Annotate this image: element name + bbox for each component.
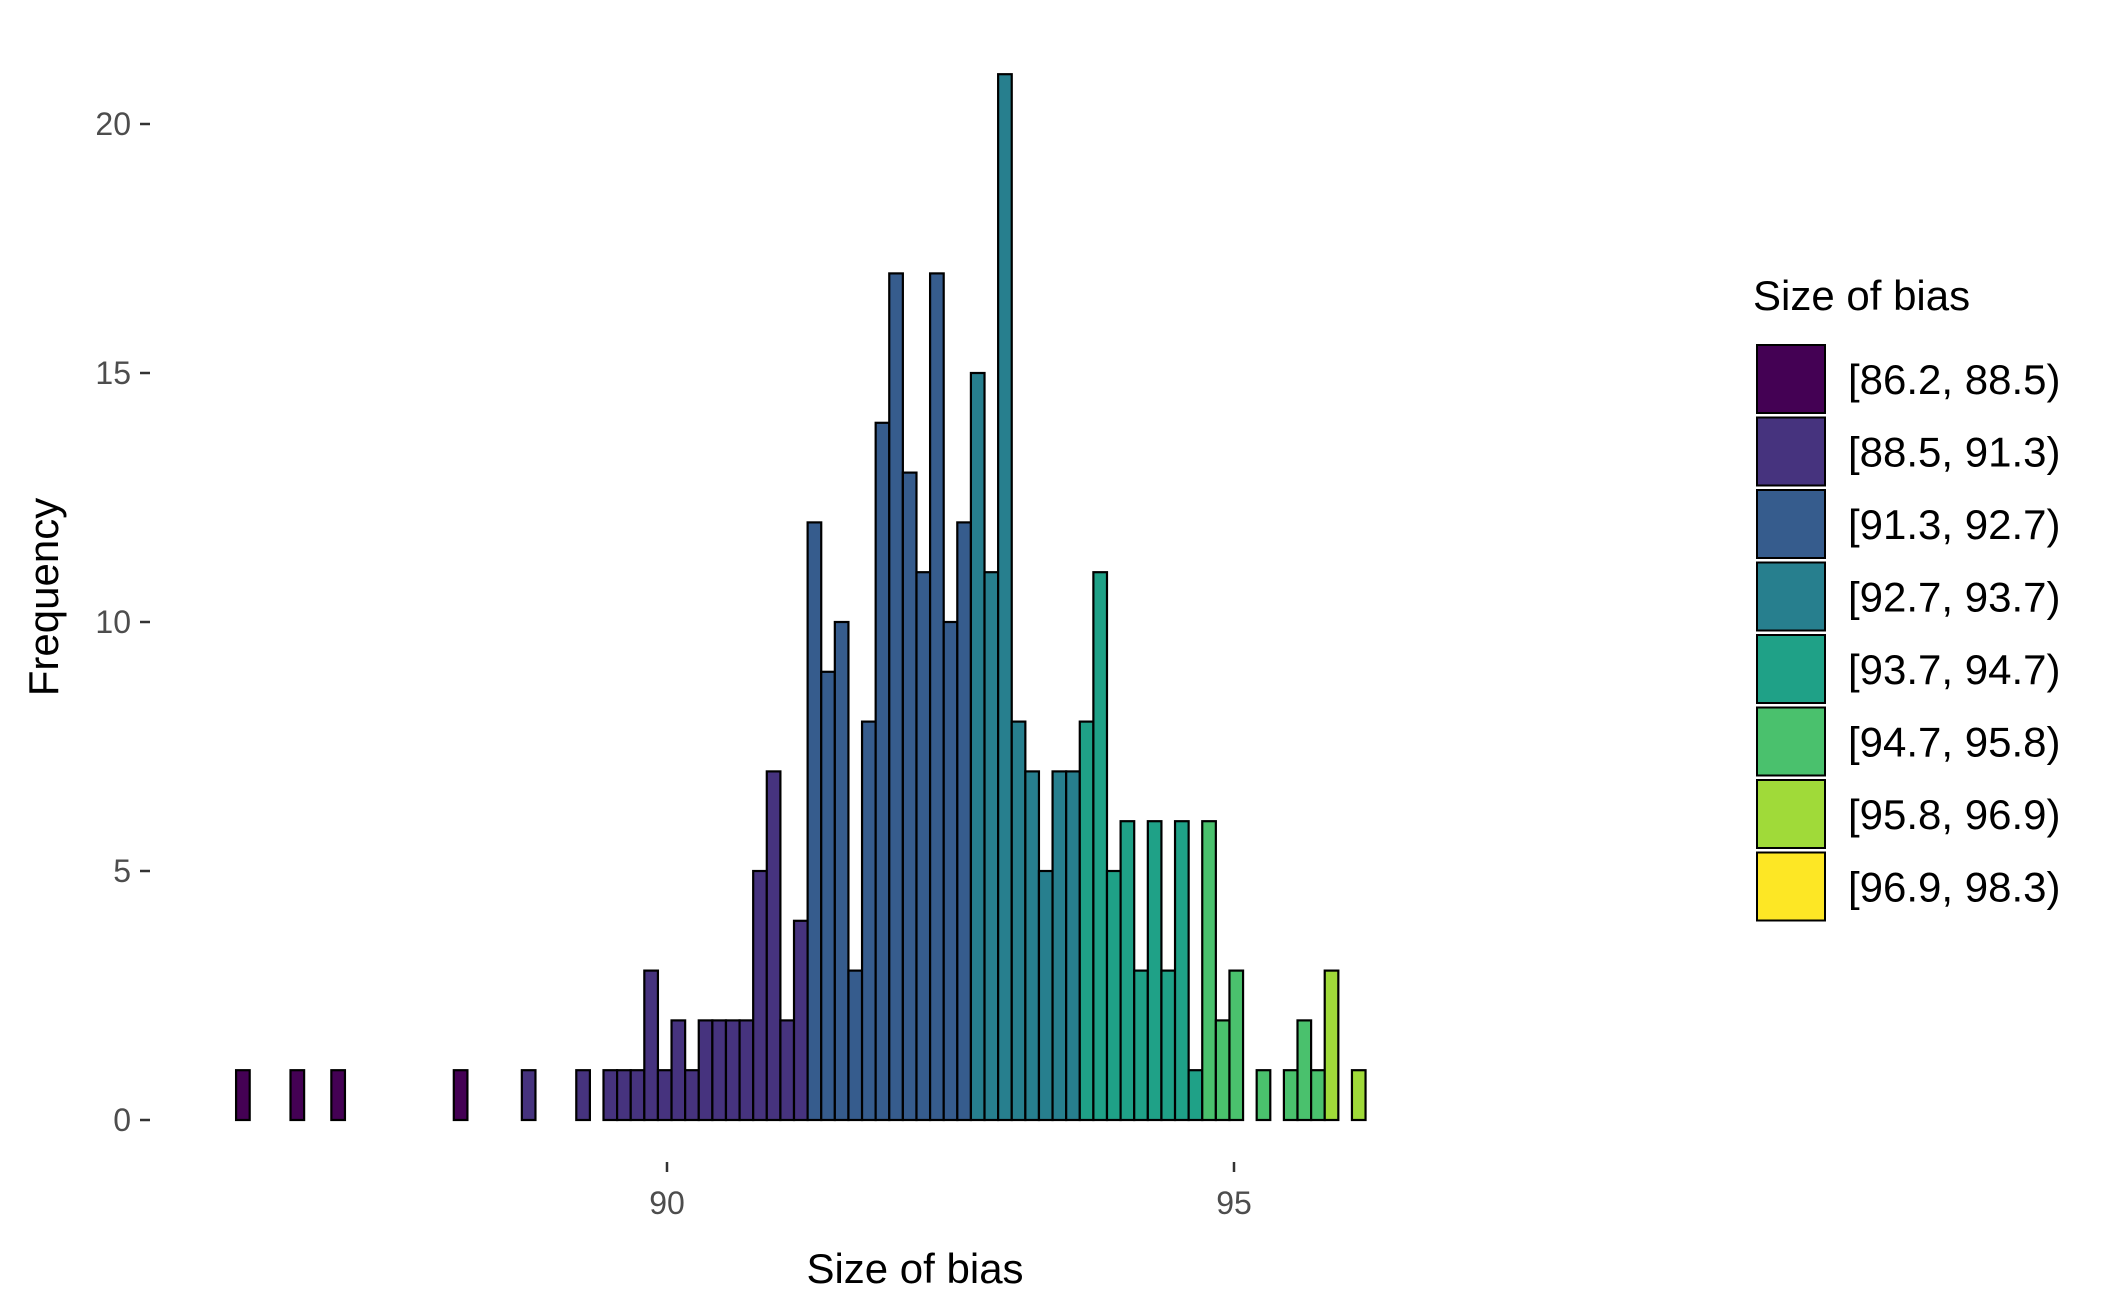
- legend-label: [88.5, 91.3): [1848, 429, 2060, 476]
- y-tick-label: 5: [113, 853, 131, 889]
- histogram-bar: [820, 670, 836, 1122]
- histogram-bar: [779, 1019, 796, 1122]
- y-tick-label: 20: [95, 106, 131, 142]
- histogram-bar: [969, 371, 986, 1122]
- y-tick-label: 15: [95, 355, 131, 391]
- histogram-bar: [330, 1069, 347, 1122]
- histogram-bar: [1119, 820, 1136, 1122]
- histogram-bar: [1350, 1069, 1367, 1122]
- histogram-bar: [1187, 1069, 1204, 1122]
- histogram-bar: [575, 1069, 591, 1122]
- legend-swatch: [1756, 851, 1826, 922]
- histogram-bar: [874, 421, 891, 1122]
- histogram-bar: [289, 1069, 306, 1122]
- x-tick-label: 90: [649, 1185, 685, 1221]
- legend-swatch: [1756, 561, 1826, 632]
- legend: Size of bias [86.2, 88.5) [88.5, 91.3) [91…: [1753, 272, 2060, 922]
- histogram-bar: [1255, 1069, 1272, 1122]
- histogram-bar: [1323, 969, 1340, 1122]
- histogram-bar: [1010, 720, 1027, 1122]
- legend-swatch: [1756, 706, 1826, 777]
- x-tick-label: 95: [1216, 1185, 1252, 1221]
- histogram-bar: [997, 73, 1013, 1122]
- histogram-bar: [942, 620, 959, 1122]
- x-axis: 90 95: [649, 1162, 1252, 1221]
- histogram-bar: [1024, 770, 1041, 1122]
- histogram-bar: [1105, 869, 1122, 1122]
- histogram-bar: [765, 770, 782, 1122]
- histogram-bar: [915, 571, 932, 1122]
- histogram-bar: [1201, 820, 1217, 1122]
- histogram-bar: [860, 720, 877, 1122]
- histogram-bar: [1092, 571, 1109, 1122]
- histogram-bar: [520, 1069, 537, 1122]
- histogram-bar: [1296, 1019, 1313, 1122]
- histogram-bar: [983, 571, 1000, 1122]
- histogram-bar: [1133, 969, 1149, 1122]
- legend-label: [96.9, 98.3): [1848, 864, 2060, 911]
- legend-label: [93.7, 94.7): [1848, 646, 2060, 693]
- legend-label: [92.7, 93.7): [1848, 574, 2060, 621]
- histogram-bar: [656, 1069, 673, 1122]
- histogram-bar: [1282, 1069, 1299, 1122]
- histogram-bar: [888, 272, 904, 1122]
- histogram-bar: [956, 521, 973, 1122]
- legend-label: [95.8, 96.9): [1848, 791, 2060, 838]
- histogram-bar: [1160, 969, 1177, 1122]
- legend-items: [86.2, 88.5) [88.5, 91.3) [91.3, 92.7) [92.…: [1756, 344, 2060, 922]
- legend-label: [94.7, 95.8): [1848, 719, 2060, 766]
- y-tick-label: 10: [95, 604, 131, 640]
- histogram-bar: [928, 272, 945, 1122]
- histogram-bar: [643, 969, 660, 1122]
- histogram-bar: [684, 1069, 700, 1122]
- histogram-bar: [711, 1019, 728, 1122]
- legend-swatch: [1756, 779, 1826, 849]
- histogram-bar: [670, 1019, 687, 1122]
- histogram-bar: [847, 969, 864, 1122]
- y-axis-title: Frequency: [20, 498, 67, 696]
- histogram-bar: [452, 1069, 469, 1122]
- legend-swatch: [1756, 634, 1826, 704]
- histogram-bar: [738, 1019, 755, 1122]
- legend-label: [91.3, 92.7): [1848, 501, 2060, 548]
- histogram-bar: [234, 1069, 251, 1122]
- histogram-bar: [629, 1069, 646, 1122]
- histogram-bar: [602, 1069, 619, 1122]
- histogram-bar: [1310, 1069, 1326, 1122]
- histogram-bar: [833, 620, 850, 1122]
- histogram-bar: [1051, 770, 1068, 1122]
- histogram-bar: [1037, 869, 1054, 1122]
- histogram-bar: [724, 1019, 741, 1122]
- legend-swatch: [1756, 344, 1826, 414]
- histogram-bar: [806, 521, 823, 1122]
- histogram-bar: [1214, 1019, 1231, 1122]
- histogram-bar: [1146, 820, 1163, 1122]
- histogram-bar: [752, 869, 768, 1122]
- legend-swatch: [1756, 416, 1826, 487]
- histogram-bar: [1078, 720, 1095, 1122]
- histogram-bar: [615, 1069, 632, 1122]
- histogram-bar: [901, 471, 918, 1122]
- histogram-bar: [1228, 969, 1245, 1122]
- bars-group: [234, 73, 1367, 1122]
- histogram-bar: [1173, 820, 1190, 1122]
- histogram-bar: [1065, 770, 1081, 1122]
- x-axis-title: Size of bias: [806, 1245, 1023, 1292]
- histogram-bar: [697, 1019, 714, 1122]
- y-axis: 0 5 10 15 20: [95, 106, 150, 1138]
- legend-label: [86.2, 88.5): [1848, 356, 2060, 403]
- legend-swatch: [1756, 489, 1826, 559]
- legend-title: Size of bias: [1753, 272, 1970, 319]
- y-tick-label: 0: [113, 1102, 131, 1138]
- histogram-bar: [792, 919, 809, 1122]
